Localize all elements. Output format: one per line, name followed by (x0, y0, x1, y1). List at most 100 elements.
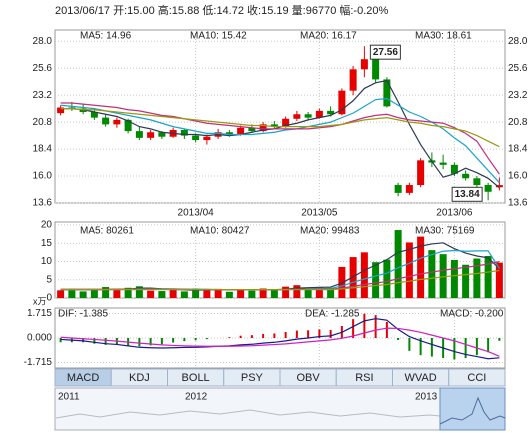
candle-body (90, 112, 98, 118)
candle-body (192, 135, 200, 141)
candle-body (360, 59, 368, 70)
candle-body (484, 185, 492, 192)
panel-frame (54, 29, 506, 204)
volume-bar (327, 287, 335, 298)
volume-bar (484, 255, 492, 298)
y-tick-label: 10 (41, 256, 53, 267)
volume-bar (214, 288, 222, 298)
navigator-label: 2013 (415, 392, 438, 403)
candle-body (124, 119, 132, 132)
y-tick-label: 0 (46, 293, 52, 304)
y-tick-label: 25.6 (33, 63, 53, 74)
ma-line (60, 327, 500, 357)
candle-body (225, 132, 233, 135)
navigator-history (55, 409, 441, 419)
ma-line (60, 79, 500, 189)
volume-bar (57, 290, 65, 298)
x-tick-label: 2013/04 (178, 208, 215, 219)
volume-bar (259, 288, 267, 298)
indicator-tab-label[interactable]: RSI (355, 372, 373, 384)
volume-bar (102, 287, 110, 298)
candle-body (135, 131, 143, 138)
volume-bar (428, 250, 436, 298)
volume-bar (68, 288, 76, 298)
candle-body (417, 160, 425, 186)
volume-bar (383, 259, 391, 298)
navigator-selection[interactable] (439, 387, 506, 431)
y-tick-label: 25.6 (508, 63, 528, 74)
y-tick-label: 13.6 (508, 198, 528, 209)
y-tick-label: 18.4 (508, 144, 528, 155)
indicator-tab[interactable] (448, 368, 506, 387)
candle-body (282, 118, 290, 127)
volume-bar (349, 257, 357, 298)
indicator-tab-label[interactable]: OBV (297, 372, 321, 384)
indicator-tab-label[interactable]: BOLL (182, 372, 210, 384)
navigator-frame (54, 387, 506, 431)
y-tick-label: 20 (41, 220, 53, 231)
ma-line (60, 318, 500, 360)
candle-body (270, 124, 278, 127)
ma-line (60, 269, 500, 291)
y-tick-label: 28.0 (508, 36, 528, 47)
annotation: 13.84 (455, 189, 480, 200)
y-tick-label: 16.0 (508, 171, 528, 182)
candle-body (405, 185, 413, 193)
volume-bar (203, 289, 211, 298)
indicator-tab-label[interactable]: WVAD (405, 372, 437, 384)
ma-line (60, 108, 500, 148)
indicator-tab-label[interactable]: CCI (467, 372, 486, 384)
ma-line (60, 97, 500, 183)
volume-bar (147, 290, 155, 298)
volume-bar (439, 254, 447, 298)
y-tick-label: 18.4 (33, 144, 53, 155)
legend-entry: MA30: 75169 (415, 226, 475, 237)
candle-body (248, 127, 256, 132)
volume-bar (180, 291, 188, 298)
volume-bar (473, 258, 481, 298)
annotation-box (369, 44, 401, 60)
y-tick-label: 20.8 (508, 117, 528, 128)
volume-bar (90, 289, 98, 298)
candle-body (180, 129, 188, 136)
volume-bar (495, 262, 503, 298)
volume-bar (315, 287, 323, 298)
legend-entry: MA30: 18.61 (415, 31, 472, 42)
y-tick-label: 5 (46, 274, 52, 285)
legend-entry: DIF: -1.385 (58, 309, 108, 320)
candle-body (304, 114, 312, 118)
y-tick-label: 1.715 (27, 308, 52, 319)
candle-body (394, 185, 402, 193)
candle-body (237, 127, 245, 135)
candle-body (462, 173, 470, 179)
y-tick-label: 15 (41, 238, 53, 249)
volume-bar (360, 252, 368, 298)
candle-body (315, 110, 323, 118)
indicator-tab-label[interactable]: KDJ (129, 372, 150, 384)
candle-body (203, 136, 211, 141)
volume-bar (304, 288, 312, 298)
legend-entry: DEA: -1.285 (305, 309, 360, 320)
indicator-tab-label[interactable]: MACD (67, 372, 99, 384)
legend-entry: MA10: 80427 (190, 226, 250, 237)
candle-body (327, 110, 335, 115)
y-tick-label: 23.2 (33, 90, 53, 101)
candle-body (439, 162, 447, 165)
candle-body (293, 114, 301, 119)
y-tick-label: 28.0 (33, 36, 53, 47)
volume-bar (462, 264, 470, 298)
candle-body (147, 132, 155, 138)
indicator-tab-label[interactable]: PSY (241, 372, 264, 384)
ma-line (60, 102, 500, 175)
annotation-box (451, 186, 483, 202)
navigator-label: 2012 (185, 392, 208, 403)
candle-body (102, 117, 110, 125)
legend-entry: MA20: 99483 (300, 226, 360, 237)
candle-body (473, 178, 481, 186)
volume-bar (405, 242, 413, 298)
y-tick-label: 16.0 (33, 171, 53, 182)
header-quote: 2013/06/17 开:15.00 高:15.88 低:14.72 收:15.… (55, 3, 388, 17)
legend-entry: MA5: 14.96 (80, 31, 132, 42)
y-tick-label: 13.6 (33, 198, 53, 209)
volume-bar (372, 262, 380, 298)
